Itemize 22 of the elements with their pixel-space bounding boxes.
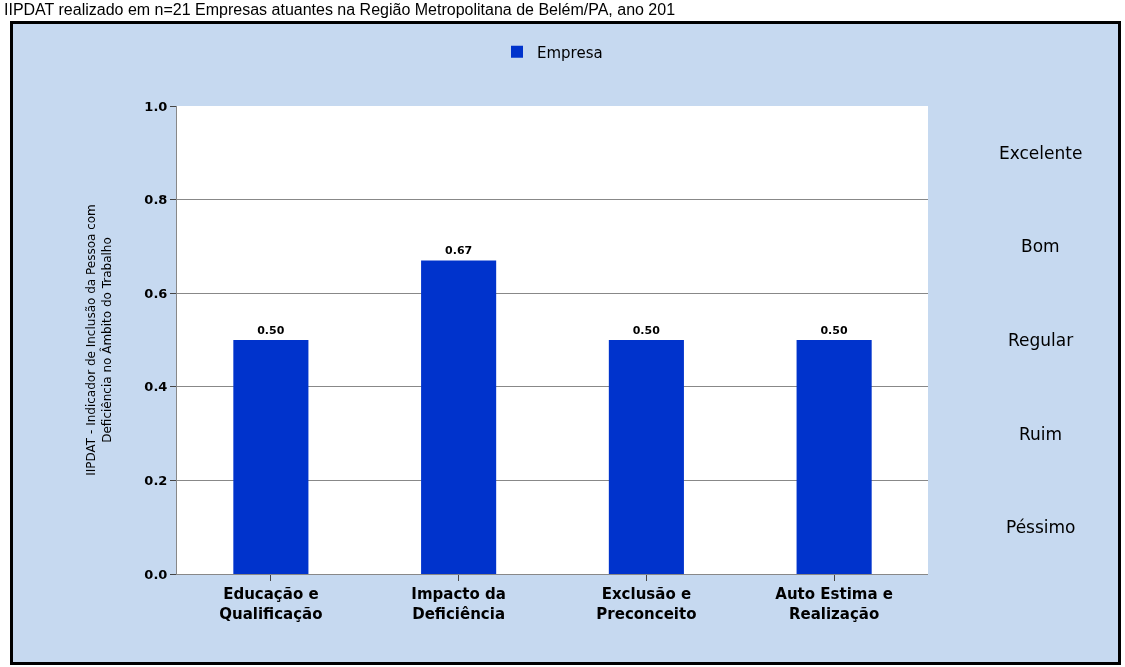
y-tick-label: 1.0 (144, 98, 168, 114)
y-tick-label: 0.6 (144, 285, 168, 301)
data-label: 0.50 (257, 324, 285, 337)
x-tick-label: Educação e Qualificação (219, 585, 323, 623)
data-label: 0.50 (632, 324, 661, 337)
data-label: 0.50 (820, 324, 848, 337)
x-tick-label: Auto Estima e Realização (775, 585, 893, 623)
x-tick-label: Impacto da Deficiência (411, 585, 506, 623)
y-tick-label: 0.8 (144, 192, 168, 208)
y-axis-title: IIPDAT - Indicador de Inclusão da Pessoa com Deficiência no Âmbito do Trabalho (84, 204, 114, 476)
chart-title: IIPDAT realizado em n=21 Empresas atuantes na Região Metropolitana de Belém/PA, ano 201 (4, 0, 676, 20)
data-label: 0.67 (445, 244, 473, 258)
x-tick-label: Exclusão e Preconceito (596, 585, 697, 623)
text: Regular (1008, 330, 1074, 350)
text: Péssimo (1006, 517, 1076, 537)
y-tick-label: 0.4 (144, 379, 168, 395)
y-tick-label: 0.0 (144, 566, 168, 582)
legend-label: Empresa (537, 43, 603, 62)
y-tick-label: 0.2 (144, 472, 168, 488)
text: Excelente (999, 143, 1083, 163)
text: Ruim (1019, 424, 1063, 444)
text: Bom (1021, 236, 1060, 256)
